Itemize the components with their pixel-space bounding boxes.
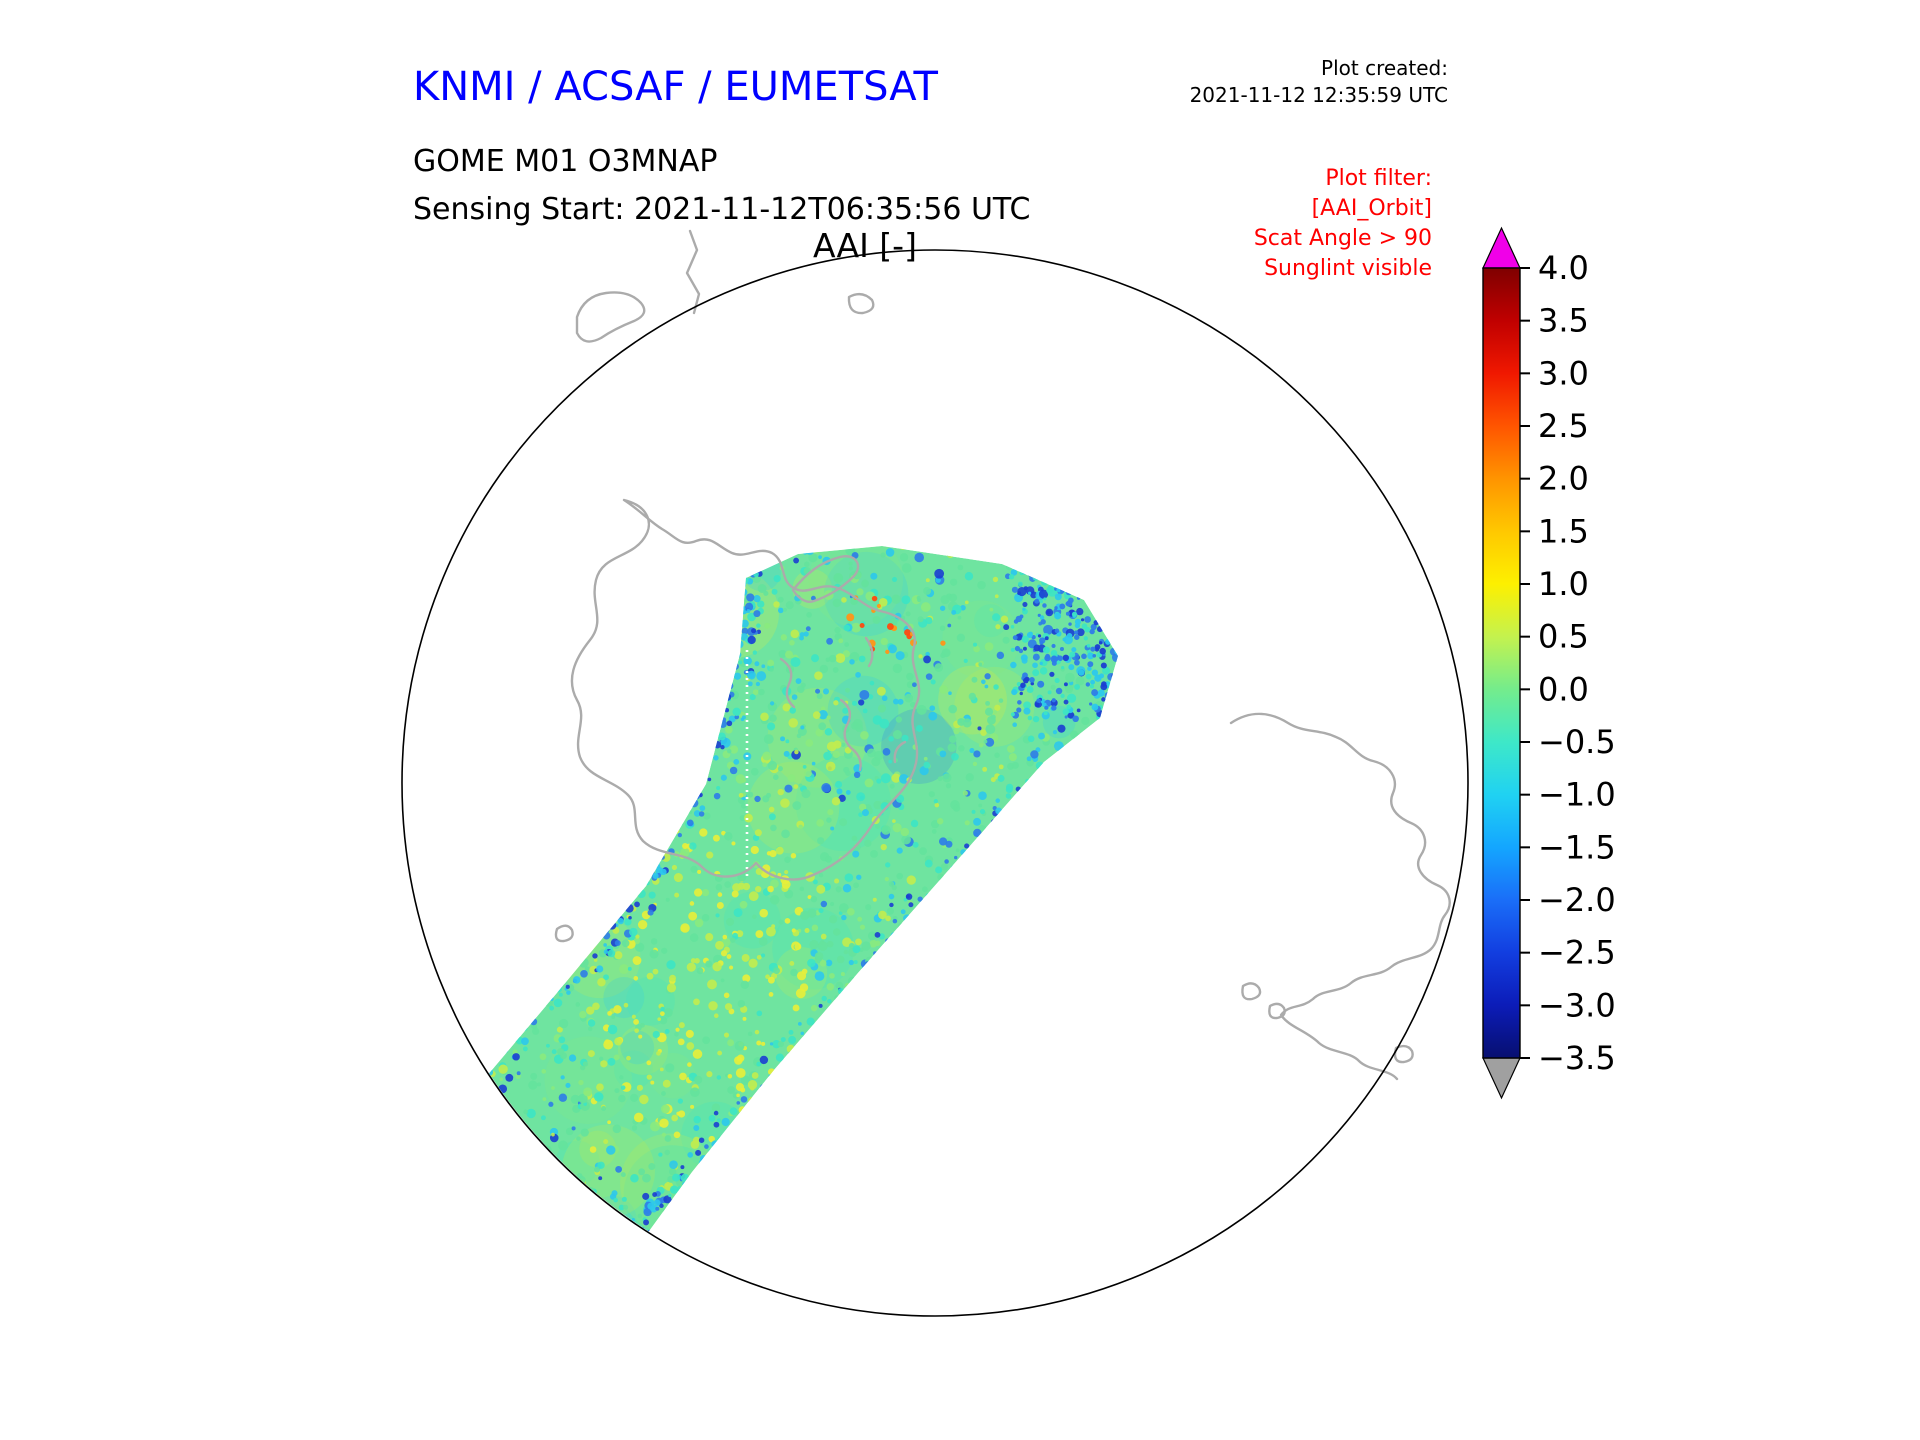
coastline-island xyxy=(575,291,646,343)
plot-created-label: Plot created: xyxy=(1321,56,1448,80)
coastline-island xyxy=(685,229,701,315)
colorbar-tick-label: 0.5 xyxy=(1538,618,1589,656)
colorbar-tick-label: 3.0 xyxy=(1538,354,1589,392)
colorbar-tick-label: −3.0 xyxy=(1538,986,1616,1024)
plot-filter: Plot filter: [AAI_Orbit] Scat Angle > 90 Su… xyxy=(1130,164,1432,284)
colorbar-tick-label: 0.0 xyxy=(1538,670,1589,708)
colorbar-over-arrow xyxy=(1482,226,1521,269)
coastline-islet xyxy=(554,924,574,943)
plot-created-value: 2021-11-12 12:35:59 UTC xyxy=(1189,83,1448,107)
product-title: GOME M01 O3MNAP xyxy=(413,144,718,179)
coastline-detail xyxy=(864,636,874,668)
colorbar-tick-label: 1.5 xyxy=(1538,512,1589,550)
colorbar-tick-label: 2.0 xyxy=(1538,460,1589,498)
colorbar-tick-label: −1.0 xyxy=(1538,776,1616,814)
colorbar-tick-label: −0.5 xyxy=(1538,723,1616,761)
coastlines xyxy=(554,229,1451,1081)
colorbar-tick-label: 4.0 xyxy=(1538,249,1589,287)
colorbar-tick-label: −3.5 xyxy=(1538,1039,1616,1077)
colorbar-gradient xyxy=(1482,267,1521,1059)
colorbar-tick-label: −2.0 xyxy=(1538,881,1616,919)
aai-swath xyxy=(403,546,1118,1315)
coastline-detail xyxy=(779,657,796,709)
plot-filter-line: Sunglint visible xyxy=(1264,256,1432,281)
coastline-peninsula xyxy=(791,555,860,603)
coastline-island xyxy=(1393,1044,1414,1064)
coastline-detail xyxy=(893,740,907,764)
map-boundary-circle xyxy=(401,249,1469,1317)
colorbar-tick-label: 1.0 xyxy=(1538,565,1589,603)
coastline-south-america xyxy=(1229,712,1451,1081)
colorbar-tick-label: −2.5 xyxy=(1538,934,1616,972)
colorbar-tick-label: 2.5 xyxy=(1538,407,1589,445)
sensing-start: Sensing Start: 2021-11-12T06:35:56 UTC xyxy=(413,192,1031,227)
plot-created: Plot created: 2021-11-12 12:35:59 UTC xyxy=(1146,55,1448,109)
coastline-island xyxy=(847,292,875,315)
colorbar-tick-label: 3.5 xyxy=(1538,302,1589,340)
coastline-antarctica xyxy=(570,498,921,881)
swath-speckles xyxy=(403,546,1118,1315)
plot-title: AAI [-] xyxy=(813,226,917,265)
coastline-island xyxy=(1268,1002,1286,1020)
plot-filter-line: Plot filter: xyxy=(1325,166,1432,191)
plot-filter-line: [AAI_Orbit] xyxy=(1311,196,1432,221)
coastline-island xyxy=(1241,982,1262,1001)
org-title: KNMI / ACSAF / EUMETSAT xyxy=(413,64,938,110)
coastline-detail xyxy=(839,698,862,772)
colorbar-under-arrow xyxy=(1482,1057,1521,1100)
colorbar-tick-label: −1.5 xyxy=(1538,828,1616,866)
colorbar: 4.0 3.5 3.0 2.5 2.0 1.5 1.0 0.5 0.0 −0.5 −1.0 −1.5 −… xyxy=(1482,226,1616,1100)
plot-filter-line: Scat Angle > 90 xyxy=(1253,226,1432,251)
